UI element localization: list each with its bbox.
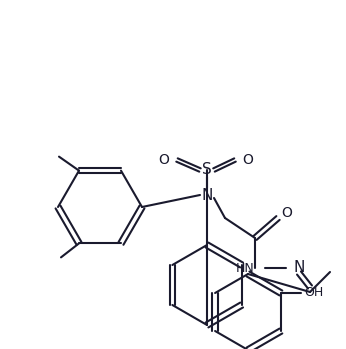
Text: O: O: [282, 206, 292, 220]
Text: O: O: [243, 153, 253, 167]
Text: N: N: [293, 260, 305, 275]
Text: N: N: [201, 187, 213, 202]
Text: S: S: [202, 163, 212, 178]
Text: OH: OH: [304, 287, 324, 299]
Text: O: O: [158, 153, 170, 167]
Text: HN: HN: [236, 261, 254, 275]
